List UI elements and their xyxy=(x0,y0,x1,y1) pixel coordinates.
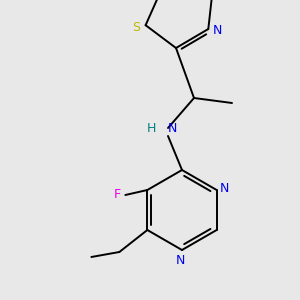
Text: N: N xyxy=(220,182,229,194)
Text: S: S xyxy=(133,21,141,34)
Text: F: F xyxy=(114,188,121,202)
Text: N: N xyxy=(168,122,177,134)
Text: H: H xyxy=(147,122,156,134)
Text: N: N xyxy=(213,25,222,38)
Text: N: N xyxy=(175,254,185,266)
